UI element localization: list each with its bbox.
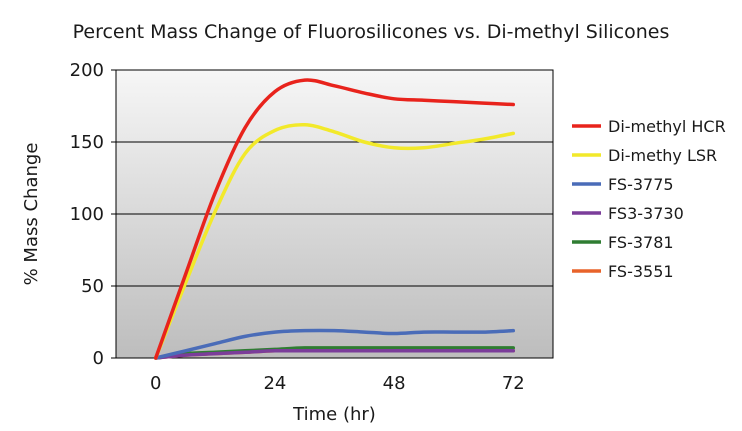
x-tick-label: 72	[502, 373, 525, 394]
y-tick-label: 100	[70, 204, 104, 225]
x-tick-label: 48	[383, 373, 406, 394]
y-tick-label: 150	[70, 132, 104, 153]
legend-label: Di-methy LSR	[608, 146, 717, 165]
legend-label: FS-3775	[608, 175, 674, 194]
y-tick-label: 0	[93, 348, 104, 369]
legend-label: Di-methyl HCR	[608, 117, 726, 136]
series-line-di-methyl-hcr	[153, 78, 516, 360]
chart-title: Percent Mass Change of Fluorosilicones v…	[73, 21, 670, 43]
legend: Di-methyl HCR Di-methy LSR FS-3775 FS3-3730…	[572, 117, 726, 281]
legend-label: FS-3781	[608, 233, 674, 252]
legend-label: FS-3551	[608, 262, 674, 281]
series-lines	[153, 78, 516, 360]
y-tick-label: 50	[81, 276, 104, 297]
y-axis-ticks: 0 50 100 150 200	[70, 60, 116, 369]
x-axis-label: Time (hr)	[292, 404, 376, 425]
x-tick-label: 0	[150, 373, 161, 394]
series-line-fs3-3730	[153, 348, 516, 360]
x-tick-label: 24	[263, 373, 286, 394]
y-tick-label: 200	[70, 60, 104, 81]
y-axis-label: % Mass Change	[21, 143, 42, 286]
series-line-fs-3775	[153, 328, 516, 360]
series-line-di-methy-lsr	[153, 122, 516, 360]
legend-label: FS3-3730	[608, 204, 684, 223]
x-axis-ticks: 0 24 48 72	[150, 373, 525, 394]
grid-lines	[116, 69, 553, 359]
